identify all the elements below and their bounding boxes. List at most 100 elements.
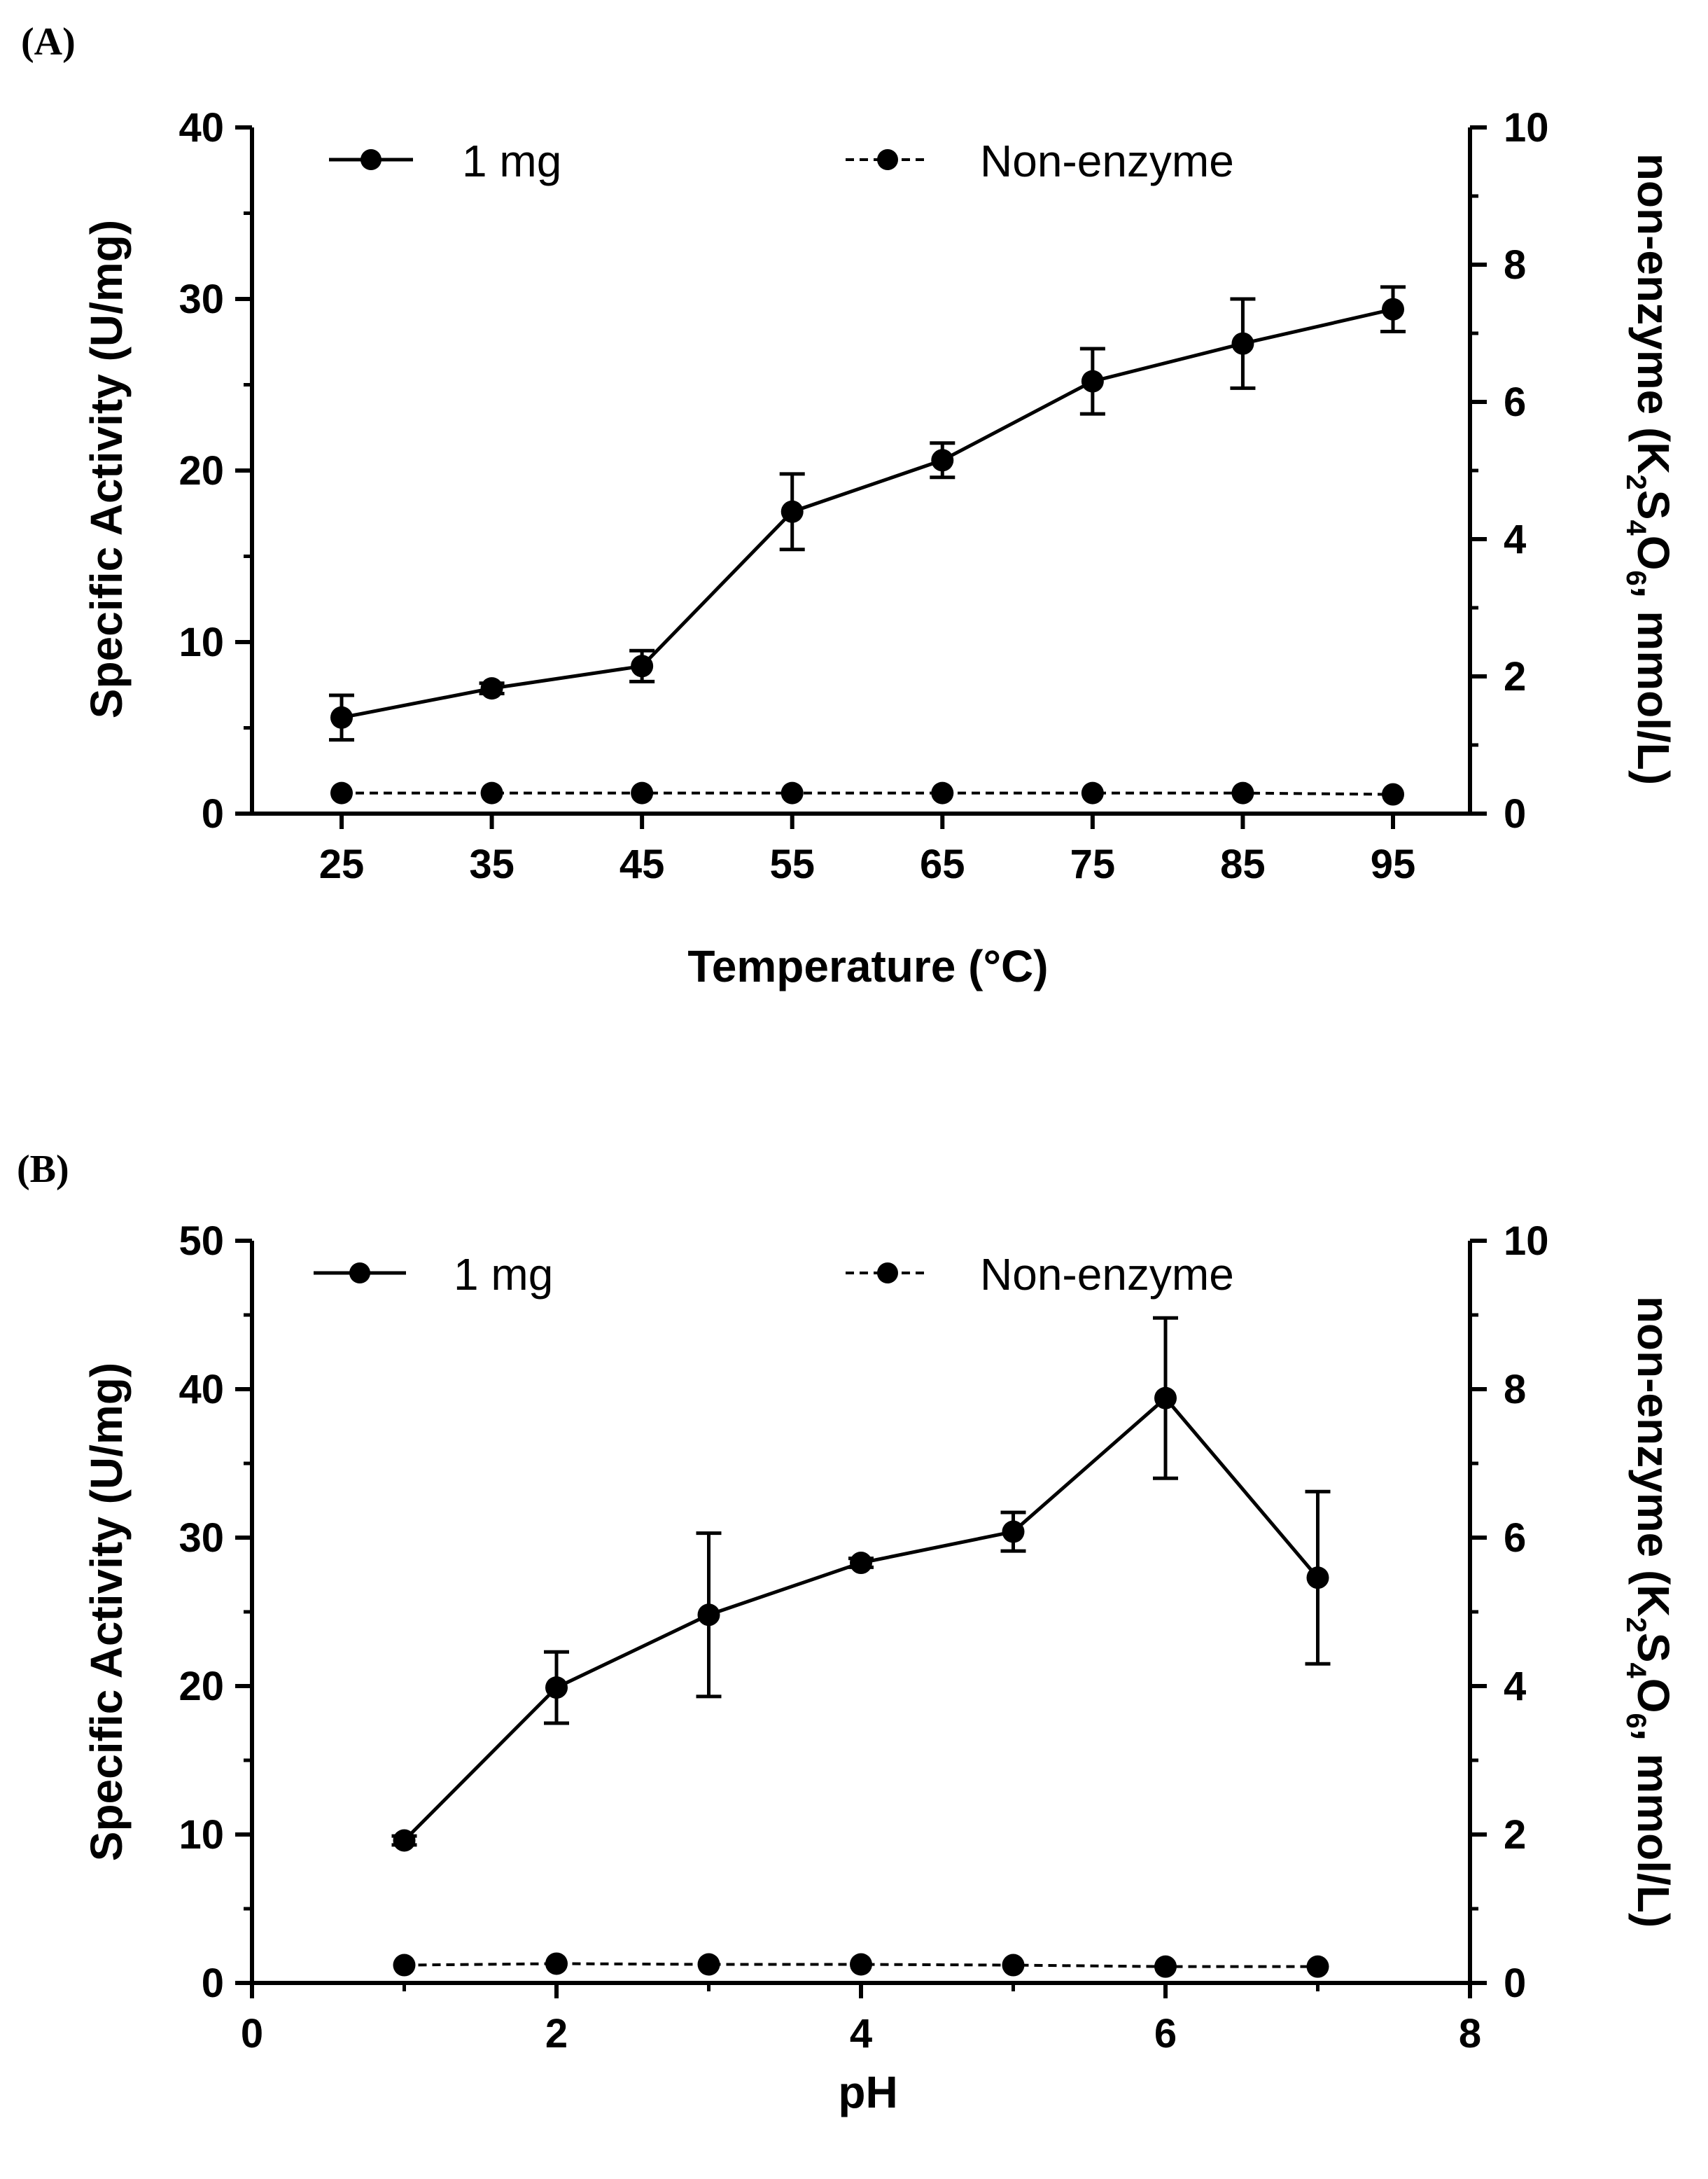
data-point (1306, 1566, 1329, 1589)
y-tick-label: 30 (178, 1515, 224, 1561)
panel-b-series-non-enzyme (393, 1952, 1329, 1978)
data-point (1231, 781, 1254, 805)
data-point (545, 1952, 568, 1975)
x-tick-label: 6 (1154, 2011, 1177, 2056)
y2-tick-label: 6 (1504, 380, 1526, 425)
x-tick-label: 95 (1371, 842, 1416, 887)
panel-a-plot-area (329, 285, 1406, 806)
data-point (480, 781, 503, 805)
x-tick-label: 8 (1459, 2011, 1481, 2056)
data-point (1231, 332, 1254, 355)
x-tick-label: 55 (769, 842, 815, 887)
y2-tick-label: 6 (1504, 1515, 1526, 1561)
x-tick-label: 4 (850, 2011, 872, 2056)
data-point (931, 449, 954, 472)
legend-marker (877, 149, 898, 170)
panel-b-legend-nonenzyme: Non-enzyme (846, 1249, 1234, 1300)
y2-tick-label: 2 (1504, 654, 1526, 699)
y-tick-label: 40 (178, 1367, 224, 1412)
panel-a-series-1-mg (329, 285, 1406, 742)
y2-tick-label: 10 (1504, 1218, 1549, 1264)
data-point (1382, 298, 1404, 321)
series-line (402, 1395, 1320, 1842)
y2-tick-label: 0 (1504, 1961, 1526, 2006)
y2-tick-label: 8 (1504, 242, 1526, 288)
legend-label-nonenzyme: Non-enzyme (980, 136, 1234, 186)
y2-tick-label: 4 (1504, 1664, 1526, 1709)
panel-b-y-axis-title: Specific Activity (U/mg) (81, 1363, 132, 1861)
x-tick-label: 85 (1220, 842, 1266, 887)
panel-b-legend: 1 mg Non-enzyme (314, 1249, 1234, 1300)
panel-b-series-1-mg (391, 1316, 1331, 1852)
data-point (1306, 1955, 1329, 1978)
x-tick-label: 2 (545, 2011, 568, 2056)
data-point (330, 706, 353, 729)
data-point (780, 781, 804, 805)
panel-b-plot-area (391, 1316, 1331, 1978)
y-tick-label: 50 (178, 1218, 224, 1264)
data-point (480, 677, 503, 700)
panel-a-chart: (A) 0 10 20 30 40 0 2 4 6 8 10 25 35 45 55 65 75 85 95 1 m… (21, 20, 1679, 991)
series-line (341, 307, 1394, 720)
data-point (1002, 1520, 1025, 1543)
panel-b-label: (B) (17, 1148, 69, 1191)
x-tick-label: 45 (620, 842, 665, 887)
panel-a-legend-1mg: 1 mg (329, 136, 561, 186)
y2-tick-label: 10 (1504, 105, 1549, 151)
data-point (1154, 1955, 1177, 1978)
data-point (1382, 783, 1404, 806)
panel-a-x-axis-title: Temperature (°C) (687, 941, 1048, 991)
y-tick-label: 0 (202, 791, 224, 837)
series-line (342, 791, 1394, 796)
legend-label-1mg: 1 mg (462, 136, 561, 186)
data-point (1081, 370, 1104, 393)
data-point (697, 1603, 720, 1627)
legend-marker (349, 1262, 370, 1283)
y-tick-label: 30 (178, 277, 224, 322)
panel-a-legend-nonenzyme: Non-enzyme (846, 136, 1234, 186)
y2-tick-label: 0 (1504, 791, 1526, 837)
data-point (1154, 1386, 1177, 1409)
panel-b-legend-1mg: 1 mg (314, 1249, 553, 1300)
data-point (931, 781, 954, 805)
x-tick-label: 35 (469, 842, 514, 887)
y-tick-label: 10 (178, 1812, 224, 1858)
data-point (393, 1954, 416, 1977)
panel-a-y2-axis-title: non-enzyme (K2S4O6, mmol/L) (1620, 153, 1679, 785)
y-tick-label: 40 (178, 105, 224, 151)
panel-b-chart: (B) 0 10 20 30 40 50 0 2 4 6 8 10 0 2 4 6 8 1 mg Non-enz… (17, 1148, 1679, 2117)
data-point (545, 1676, 568, 1699)
y2-tick-label: 8 (1504, 1367, 1526, 1412)
y2-tick-label: 2 (1504, 1812, 1526, 1858)
panel-b-y2-axis-title: non-enzyme (K2S4O6, mmol/L) (1620, 1296, 1679, 1928)
panel-b-axes: 0 10 20 30 40 50 0 2 4 6 8 10 0 2 4 6 8 (178, 1218, 1548, 2056)
panel-a-legend: 1 mg Non-enzyme (329, 136, 1234, 186)
y-tick-label: 20 (178, 1664, 224, 1709)
data-point (393, 1829, 416, 1852)
panel-b-x-axis-title: pH (838, 2067, 897, 2117)
panel-a-series-non-enzyme (330, 781, 1404, 806)
y2-tick-label: 4 (1504, 517, 1526, 562)
data-point (850, 1953, 872, 1976)
y-tick-label: 0 (202, 1961, 224, 2006)
data-point (631, 655, 654, 678)
panel-a-y-axis-title: Specific Activity (U/mg) (81, 220, 132, 718)
y-tick-label: 10 (178, 620, 224, 665)
legend-label-nonenzyme: Non-enzyme (980, 1249, 1234, 1300)
y-tick-label: 20 (178, 448, 224, 494)
data-point (780, 500, 804, 523)
x-tick-label: 0 (241, 2011, 263, 2056)
data-point (330, 781, 353, 805)
x-tick-label: 75 (1070, 842, 1116, 887)
data-point (850, 1552, 872, 1575)
legend-marker (360, 149, 382, 170)
x-tick-label: 25 (319, 842, 365, 887)
data-point (697, 1953, 720, 1976)
data-point (631, 781, 654, 805)
data-point (1002, 1954, 1025, 1977)
legend-label-1mg: 1 mg (454, 1249, 553, 1300)
legend-marker (877, 1262, 898, 1283)
data-point (1081, 781, 1104, 805)
panel-a-label: (A) (21, 20, 76, 64)
